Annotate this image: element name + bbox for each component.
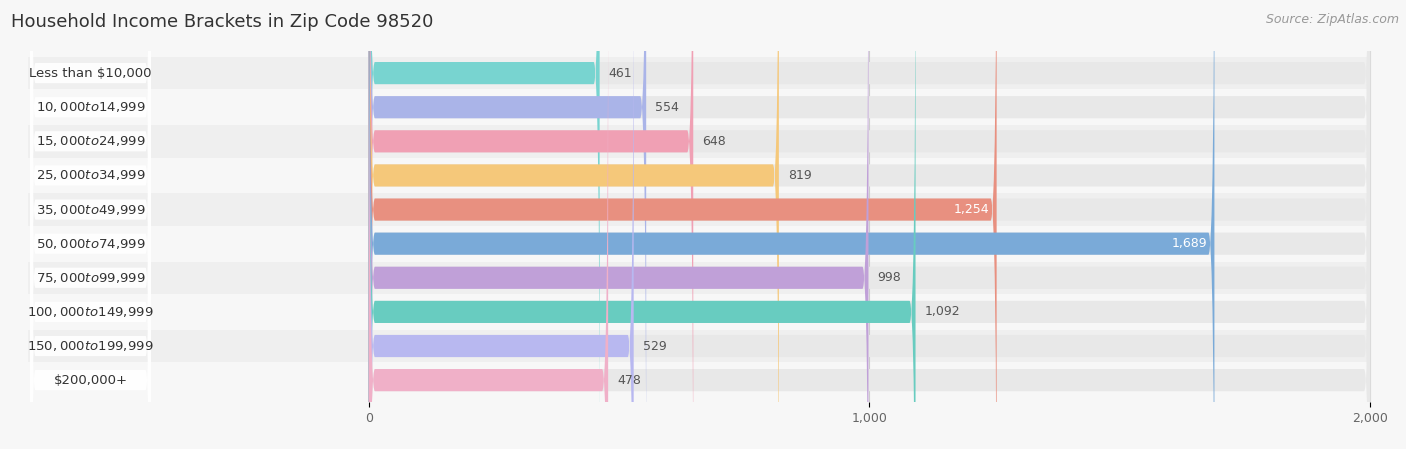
FancyBboxPatch shape [28,57,1369,89]
Text: $35,000 to $49,999: $35,000 to $49,999 [35,202,145,216]
Text: 529: 529 [643,339,666,352]
FancyBboxPatch shape [28,330,1369,362]
FancyBboxPatch shape [368,0,779,449]
FancyBboxPatch shape [28,296,1369,328]
FancyBboxPatch shape [368,0,1369,449]
Text: 461: 461 [609,66,633,79]
FancyBboxPatch shape [368,0,1369,449]
Text: $100,000 to $149,999: $100,000 to $149,999 [27,305,153,319]
Text: $50,000 to $74,999: $50,000 to $74,999 [35,237,145,251]
FancyBboxPatch shape [368,0,1369,449]
FancyBboxPatch shape [368,0,1369,449]
Text: $25,000 to $34,999: $25,000 to $34,999 [35,168,145,182]
Text: $200,000+: $200,000+ [53,374,128,387]
FancyBboxPatch shape [368,0,1369,449]
FancyBboxPatch shape [31,0,150,449]
FancyBboxPatch shape [31,0,150,449]
FancyBboxPatch shape [28,364,1369,396]
FancyBboxPatch shape [31,0,150,449]
FancyBboxPatch shape [368,0,599,449]
Text: $75,000 to $99,999: $75,000 to $99,999 [35,271,145,285]
Text: 648: 648 [702,135,725,148]
FancyBboxPatch shape [28,228,1369,260]
FancyBboxPatch shape [368,0,1369,449]
FancyBboxPatch shape [368,0,1369,449]
Text: $10,000 to $14,999: $10,000 to $14,999 [35,100,145,114]
Text: 478: 478 [617,374,641,387]
FancyBboxPatch shape [31,49,150,449]
FancyBboxPatch shape [31,0,150,449]
Text: 554: 554 [655,101,679,114]
FancyBboxPatch shape [368,0,634,449]
FancyBboxPatch shape [368,0,1215,449]
FancyBboxPatch shape [31,0,150,438]
Text: 998: 998 [877,271,901,284]
FancyBboxPatch shape [28,91,1369,123]
Text: Household Income Brackets in Zip Code 98520: Household Income Brackets in Zip Code 98… [11,13,433,31]
FancyBboxPatch shape [28,159,1369,192]
FancyBboxPatch shape [368,0,915,449]
FancyBboxPatch shape [31,15,150,449]
FancyBboxPatch shape [31,0,150,449]
Text: Less than $10,000: Less than $10,000 [30,66,152,79]
FancyBboxPatch shape [368,0,1369,449]
Text: 1,689: 1,689 [1171,237,1206,250]
FancyBboxPatch shape [368,0,869,449]
FancyBboxPatch shape [28,125,1369,158]
Text: 1,254: 1,254 [953,203,990,216]
Text: Source: ZipAtlas.com: Source: ZipAtlas.com [1265,13,1399,26]
FancyBboxPatch shape [368,0,1369,449]
FancyBboxPatch shape [368,0,693,449]
FancyBboxPatch shape [368,0,997,449]
FancyBboxPatch shape [31,0,150,449]
FancyBboxPatch shape [368,0,609,449]
Text: $150,000 to $199,999: $150,000 to $199,999 [27,339,153,353]
FancyBboxPatch shape [28,194,1369,226]
FancyBboxPatch shape [28,262,1369,294]
Text: 1,092: 1,092 [925,305,960,318]
Text: 819: 819 [787,169,811,182]
FancyBboxPatch shape [368,0,1369,449]
FancyBboxPatch shape [31,0,150,404]
Text: $15,000 to $24,999: $15,000 to $24,999 [35,134,145,148]
FancyBboxPatch shape [368,0,647,449]
